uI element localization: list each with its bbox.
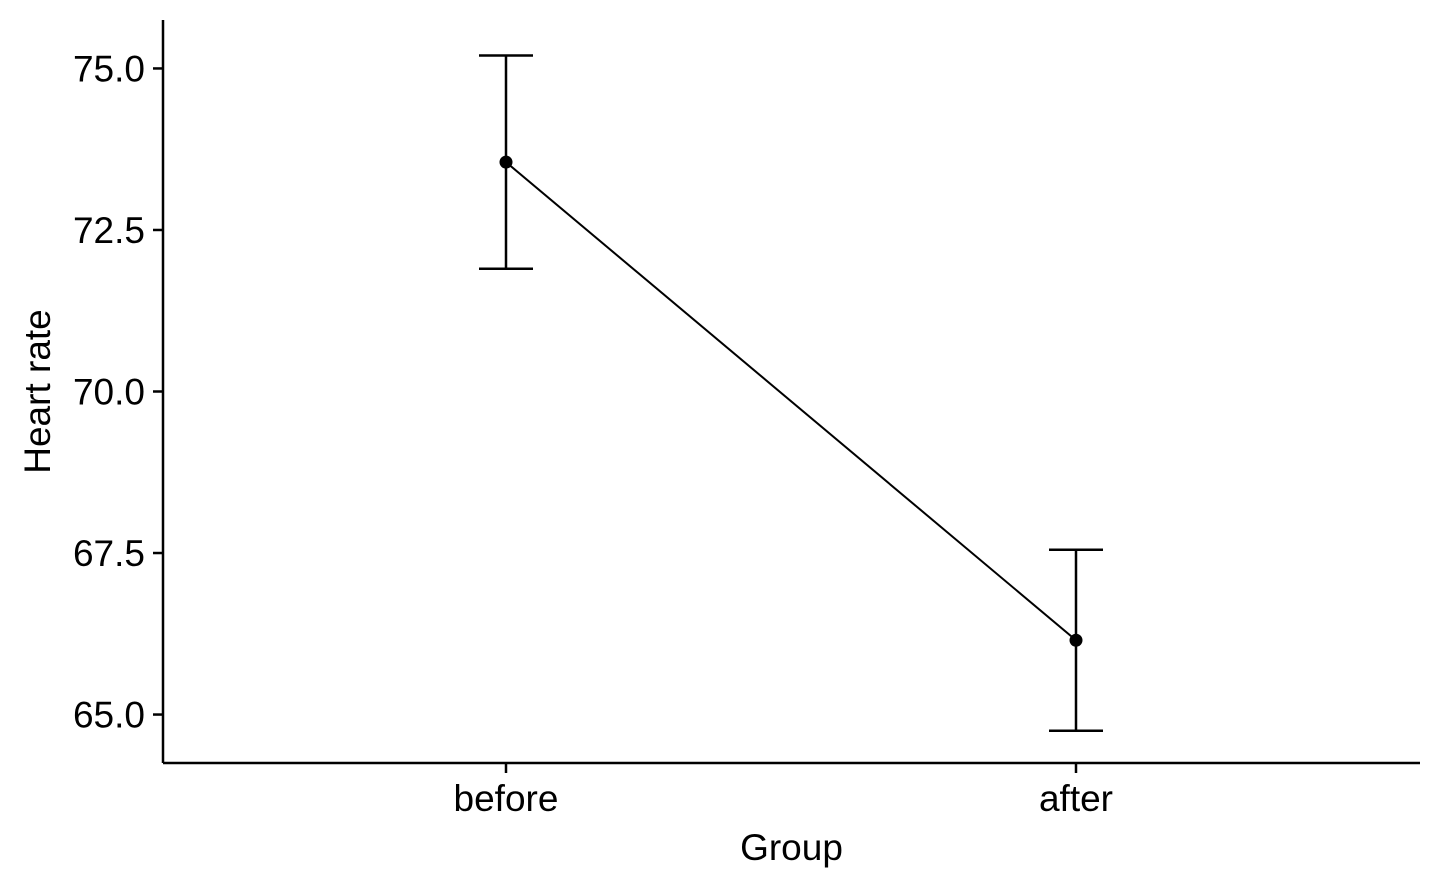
- y-tick-label: 70.0: [73, 372, 145, 413]
- y-tick-label: 67.5: [73, 533, 145, 574]
- y-tick-label: 75.0: [73, 48, 145, 89]
- data-point: [1069, 633, 1083, 647]
- x-tick-label: after: [1039, 778, 1113, 819]
- y-ticks: 65.0 67.5 70.0 72.5 75.0: [73, 48, 163, 736]
- x-ticks: before after: [454, 763, 1113, 819]
- series-layer: [479, 54, 1103, 732]
- x-axis-title: Group: [740, 827, 843, 868]
- data-point: [499, 155, 513, 169]
- y-tick-label: 72.5: [73, 210, 145, 251]
- y-tick-label: 65.0: [73, 695, 145, 736]
- y-axis-title: Heart rate: [17, 309, 58, 474]
- series-line: [505, 161, 1077, 642]
- x-tick-label: before: [454, 778, 559, 819]
